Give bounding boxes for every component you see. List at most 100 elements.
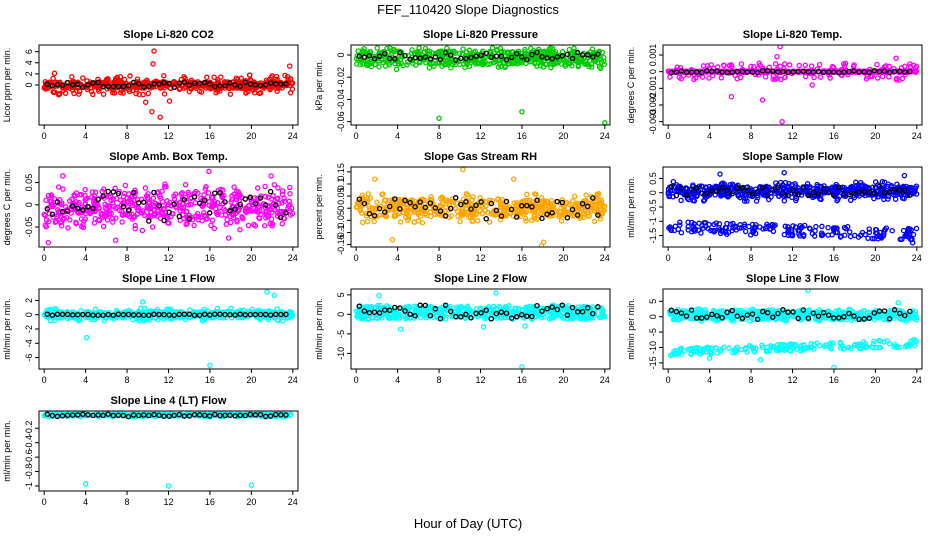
data-point xyxy=(222,83,228,89)
data-point xyxy=(510,309,517,316)
data-point xyxy=(488,54,495,61)
y-axis-label: Licor ppm per min. xyxy=(2,48,12,123)
data-point xyxy=(777,63,783,69)
data-point xyxy=(595,212,601,218)
data-point xyxy=(524,202,530,209)
data-point xyxy=(590,310,596,317)
data-point xyxy=(159,198,166,205)
data-point xyxy=(529,310,535,317)
data-point xyxy=(830,192,837,198)
data-point xyxy=(699,184,706,190)
data-point xyxy=(73,199,79,205)
data-point xyxy=(254,185,261,191)
y-tick-label: -6 xyxy=(24,354,34,362)
data-point xyxy=(206,168,212,175)
data-point xyxy=(668,183,675,190)
data-point xyxy=(574,309,581,315)
data-point xyxy=(376,310,383,316)
x-tick-label: 24 xyxy=(288,375,298,385)
data-point xyxy=(496,303,502,310)
data-point xyxy=(55,212,61,218)
data-point xyxy=(243,208,249,214)
data-point xyxy=(534,216,540,223)
data-point xyxy=(279,220,286,227)
data-point xyxy=(431,63,437,70)
x-tick-label: 12 xyxy=(475,253,485,263)
data-point xyxy=(132,225,138,232)
data-point xyxy=(205,190,212,196)
data-point xyxy=(207,362,213,369)
data-point xyxy=(211,225,218,232)
data-point xyxy=(176,311,183,318)
data-point xyxy=(762,74,769,80)
data-point xyxy=(780,68,786,75)
data-point xyxy=(869,184,876,191)
data-point xyxy=(452,313,459,320)
data-point xyxy=(181,85,187,91)
data-point xyxy=(130,189,137,196)
data-point xyxy=(402,197,408,204)
data-point xyxy=(879,178,886,185)
data-point xyxy=(371,55,378,62)
data-point xyxy=(275,185,281,191)
data-point xyxy=(421,49,428,55)
data-point xyxy=(156,311,162,318)
data-point xyxy=(412,313,418,319)
data-point xyxy=(60,186,66,192)
data-point xyxy=(59,82,66,89)
data-point xyxy=(141,305,148,312)
data-point xyxy=(392,48,398,55)
data-point xyxy=(751,63,757,70)
data-point xyxy=(247,78,254,84)
data-point xyxy=(906,226,913,232)
y-tick-label: -0.15 xyxy=(336,234,346,255)
data-point xyxy=(549,304,555,310)
data-point xyxy=(714,68,720,74)
data-point xyxy=(913,183,920,189)
data-point xyxy=(834,225,840,232)
panel-title: Slope Gas Stream RH xyxy=(424,151,537,163)
data-point xyxy=(161,217,167,224)
data-point xyxy=(426,64,433,71)
data-point xyxy=(601,207,607,214)
data-point xyxy=(757,224,763,230)
data-point xyxy=(192,83,198,90)
data-point xyxy=(449,198,455,205)
data-point xyxy=(502,304,509,310)
y-tick-label: -0.06 xyxy=(336,111,346,132)
data-point xyxy=(201,197,208,204)
data-point xyxy=(417,213,424,220)
data-point xyxy=(140,312,147,319)
data-point xyxy=(371,309,378,315)
data-point xyxy=(788,227,795,233)
data-point xyxy=(358,210,365,216)
x-tick-label: 4 xyxy=(395,375,400,385)
data-point xyxy=(176,213,183,220)
data-point xyxy=(541,314,547,320)
data-point xyxy=(121,190,128,197)
data-point xyxy=(211,74,217,80)
data-point xyxy=(69,82,76,88)
data-point xyxy=(371,212,378,219)
data-point xyxy=(742,228,749,235)
data-point xyxy=(882,227,888,233)
data-point xyxy=(523,218,529,224)
data-point xyxy=(422,302,429,309)
data-point xyxy=(529,313,535,320)
data-point xyxy=(907,68,913,75)
data-point xyxy=(240,79,246,85)
data-point xyxy=(232,206,238,212)
data-point xyxy=(471,49,477,56)
data-point xyxy=(85,204,91,210)
data-point xyxy=(165,315,172,321)
x-tick-label: 8 xyxy=(125,253,130,263)
x-tick-label: 4 xyxy=(83,253,88,263)
data-point xyxy=(512,206,518,213)
x-tick-label: 12 xyxy=(163,375,173,385)
data-point xyxy=(274,306,280,312)
data-point xyxy=(228,219,234,226)
data-point xyxy=(795,68,801,75)
data-point xyxy=(106,211,113,217)
data-point xyxy=(255,203,262,209)
